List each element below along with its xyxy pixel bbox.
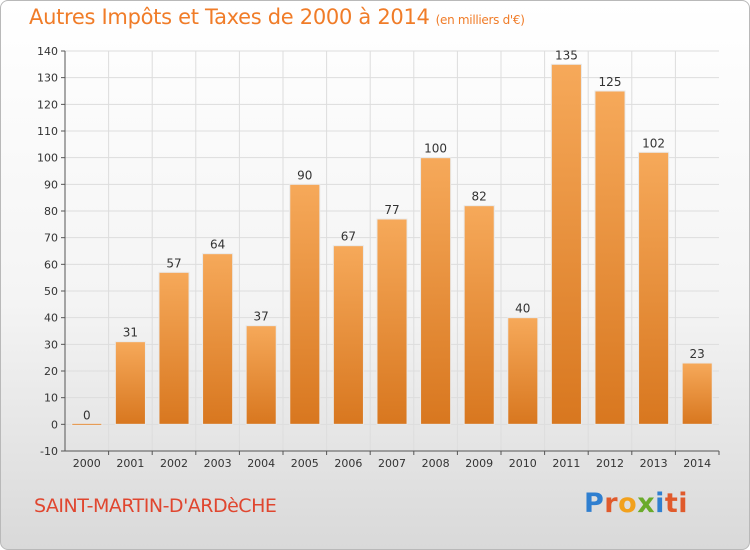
x-tick-label-2012: 2012 (596, 457, 624, 470)
y-tick-label: 90 (44, 178, 58, 191)
data-label-2007: 77 (384, 203, 399, 217)
y-tick-label: 30 (44, 338, 58, 351)
y-tick-label: 10 (44, 392, 58, 405)
data-label-2002: 57 (166, 256, 181, 270)
x-tick-label-2007: 2007 (378, 457, 406, 470)
data-labels: 0 31 57 64 37 90 67 77 100 82 40 135 125 102 23 (83, 48, 705, 422)
data-label-2005: 90 (297, 168, 312, 182)
x-tick-label-2013: 2013 (640, 457, 668, 470)
logo-letter: x (637, 488, 656, 519)
x-tick-label-2002: 2002 (160, 457, 188, 470)
x-tick-label-2006: 2006 (334, 457, 362, 470)
data-label-2014: 23 (690, 347, 705, 361)
data-label-2013: 102 (642, 136, 665, 150)
y-tick-label: 0 (51, 418, 58, 431)
y-tick-label: 70 (44, 232, 58, 245)
title-unit: (en milliers d'€) (435, 13, 525, 27)
commune-name: SAINT-MARTIN-D'ARDèCHE (34, 495, 277, 517)
logo-letter: P (584, 488, 605, 519)
y-tick-label: 60 (44, 258, 58, 271)
logo-letter: ti (664, 488, 689, 519)
chart-title: Autres Impôts et Taxes de 2000 à 2014 (en… (29, 5, 525, 29)
y-tick-label: 140 (37, 45, 58, 58)
x-tick-label-2011: 2011 (552, 457, 580, 470)
data-label-2012: 125 (599, 75, 622, 89)
x-tick-label-2001: 2001 (116, 457, 144, 470)
bar-2001 (114, 341, 146, 425)
data-label-2004: 37 (254, 310, 269, 324)
bar-2013 (638, 151, 670, 425)
bar-2005 (289, 183, 321, 425)
y-tick-label: 80 (44, 205, 58, 218)
bar-2000 (71, 422, 103, 426)
x-tick-label-2004: 2004 (247, 457, 275, 470)
axes: -100102030405060708090100110120130140200… (37, 45, 720, 470)
logo-letter: o (618, 488, 638, 519)
bar-2003 (202, 253, 234, 425)
x-tick-label-2010: 2010 (509, 457, 537, 470)
data-label-2001: 31 (123, 326, 138, 340)
x-tick-label-2003: 2003 (204, 457, 232, 470)
x-tick-label-2005: 2005 (291, 457, 319, 470)
bar-2008 (420, 157, 452, 425)
x-tick-label-2000: 2000 (73, 457, 101, 470)
bar-2004 (245, 325, 277, 425)
data-label-2003: 64 (210, 238, 225, 252)
data-label-2010: 40 (515, 302, 530, 316)
logo-letter: r (604, 488, 619, 519)
data-label-2008: 100 (424, 142, 447, 156)
bar-2011 (550, 63, 582, 425)
data-label-2006: 67 (341, 230, 356, 244)
bar-2007 (376, 218, 408, 425)
y-tick-label: 110 (37, 125, 58, 138)
logo-letter: i (655, 488, 665, 519)
bar-2006 (332, 245, 364, 425)
data-label-2011: 135 (555, 48, 578, 62)
proxiti-logo[interactable]: Proxiti (584, 488, 688, 519)
bar-2002 (158, 271, 190, 425)
y-tick-label: 20 (44, 365, 58, 378)
y-tick-label: 120 (37, 98, 58, 111)
x-tick-label-2014: 2014 (683, 457, 711, 470)
y-tick-label: 50 (44, 285, 58, 298)
y-tick-label: 100 (37, 152, 58, 165)
x-tick-label-2008: 2008 (422, 457, 450, 470)
bar-2012 (594, 90, 626, 425)
bars (71, 63, 713, 426)
y-tick-label: 130 (37, 72, 58, 85)
title-text: Autres Impôts et Taxes de 2000 à 2014 (29, 5, 430, 29)
bar-2009 (463, 205, 495, 425)
data-label-2000: 0 (83, 408, 91, 422)
bar-2014 (681, 362, 713, 425)
y-tick-label: -10 (40, 445, 58, 458)
data-label-2009: 82 (472, 190, 487, 204)
y-tick-label: 40 (44, 312, 58, 325)
x-tick-label-2009: 2009 (465, 457, 493, 470)
bar-2010 (507, 317, 539, 425)
